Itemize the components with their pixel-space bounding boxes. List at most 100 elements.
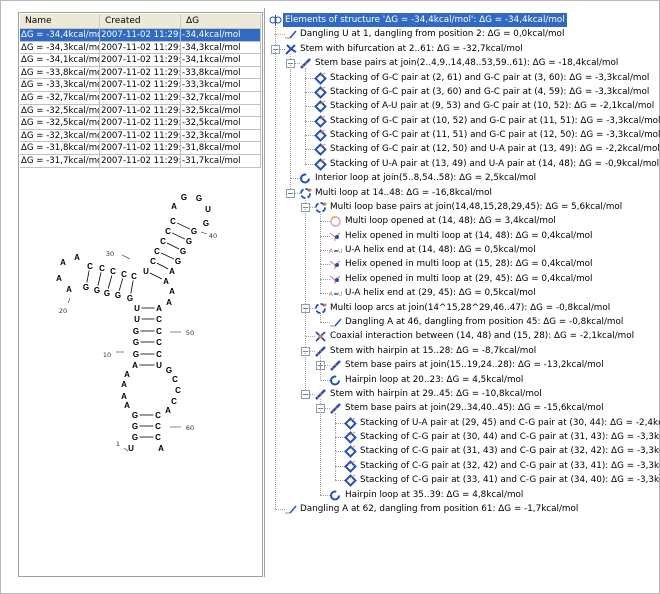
tree-item[interactable]: Stacking of C-G pair at (33, 41) and C-G… <box>265 473 660 488</box>
tree-connector <box>305 106 306 121</box>
tree-item-label: Stem with hairpin at 15..28: ΔG = -8,7kc… <box>330 345 537 356</box>
base-pair-bond <box>166 242 180 250</box>
tree-item[interactable]: − Multi loop base pairs at join(14,48,15,… <box>265 200 655 214</box>
tree-item[interactable]: Stacking of U-A pair at (29, 45) and C-G… <box>265 416 660 430</box>
nucleotide: A <box>124 401 130 410</box>
tree-item-label: Interior loop at join(5..8,54..58): ΔG =… <box>315 173 537 184</box>
cell-name: ΔG = -31,7kcal/mol <box>21 154 100 167</box>
tree-item[interactable]: Helix opened in multi loop at (14, 48): … <box>265 229 655 243</box>
tree-item[interactable]: Stacking of G-C pair at (2, 61) and G-C … <box>265 71 655 85</box>
tree-item[interactable]: Multi loop opened at (14, 48): ΔG = 3,4k… <box>265 214 655 228</box>
tree-item[interactable]: Hairpin loop at 35..39: ΔG = 4,8kcal/mol <box>265 488 655 502</box>
tree-item-label: Elements of structure 'ΔG = -34,4kcal/mo… <box>283 13 567 27</box>
stacking-icon <box>344 445 357 459</box>
tree-item[interactable]: Dangling U at 1, dangling from position … <box>265 27 655 41</box>
tree-item[interactable]: Stacking of C-G pair at (31, 43) and C-G… <box>265 444 660 459</box>
column-header-created[interactable]: Created <box>100 14 181 29</box>
tree-item[interactable]: − Multi loop arcs at join(14^15,28^29,46.… <box>265 301 655 315</box>
tree-item-label: Stem with bifurcation at 2..61: ΔG = -32… <box>300 43 523 54</box>
tree-item[interactable]: Helix opened in multi loop at (15, 28): … <box>265 257 655 271</box>
tree-item-label: U-A helix end at (14, 48): ΔG = 0,5kcal/… <box>345 245 536 256</box>
nucleotide: A <box>74 253 80 262</box>
tree-item-label: Helix opened in multi loop at (15, 28): … <box>345 259 593 270</box>
tree-item-label: Helix opened in multi loop at (29, 45): … <box>345 273 593 284</box>
nucleotide: A <box>171 202 177 211</box>
tree-item[interactable]: Hairpin loop at 20..23: ΔG = 4,5kcal/mol <box>265 373 655 387</box>
tree-item[interactable]: − Stem with bifurcation at 2..61: ΔG = -3… <box>265 42 655 56</box>
tree-connector <box>335 451 345 453</box>
tree-connector <box>305 91 315 93</box>
tree-item[interactable]: Stacking of G-C pair at (10, 52) and G-C… <box>265 114 660 128</box>
tree-item[interactable]: Interior loop at join(5..8,54..58): ΔG =… <box>265 171 655 185</box>
tree-item[interactable]: Dangling A at 46, dangling from position… <box>265 315 655 329</box>
collapse-toggle[interactable]: − <box>301 389 310 399</box>
tree-item[interactable]: Coaxial interaction between (14, 48) and… <box>265 329 655 343</box>
tree-item-label: Stacking of C-G pair at (31, 43) and C-G… <box>360 446 660 457</box>
tree-item[interactable]: Stacking of U-A pair at (13, 49) and U-A… <box>265 157 659 171</box>
tree-item[interactable]: Stacking of C-G pair at (32, 42) and C-G… <box>265 459 660 473</box>
cell-dg: -32,5kcal/mol <box>181 117 261 129</box>
base-pair-bond <box>130 280 134 294</box>
tree-connector <box>320 250 321 265</box>
stacking-icon <box>314 157 327 171</box>
tree-item[interactable]: Stacking of G-C pair at (3, 60) and G-C … <box>265 85 655 99</box>
stem-icon <box>314 345 327 357</box>
nucleotide: A <box>169 267 175 276</box>
cell-created: 2007-11-02 11:29:13 <box>101 54 181 66</box>
tree-connector <box>335 465 345 467</box>
tree-item-label: U-A helix end at (29, 45): ΔG = 0,5kcal/… <box>345 288 536 299</box>
tree-item[interactable]: Elements of structure 'ΔG = -34,4kcal/mo… <box>265 13 655 27</box>
tree-item[interactable]: Dangling A at 62, dangling from position… <box>265 502 655 516</box>
base-pair-bond <box>118 278 124 291</box>
tree-item[interactable]: − Stem with hairpin at 15..28: ΔG = -8,7k… <box>265 344 655 358</box>
column-header-dg[interactable]: ΔG <box>181 14 261 29</box>
tree-item-label: Dangling A at 46, dangling from position… <box>345 316 624 327</box>
nucleotide: A <box>132 361 138 370</box>
nucleotide: A <box>166 298 172 307</box>
tree-connector <box>320 379 330 381</box>
tree-item[interactable]: − Multi loop at 14..48: ΔG = -16,8kcal/mo… <box>265 186 655 200</box>
loop-icon <box>329 374 342 386</box>
helix-open-icon <box>329 273 342 285</box>
tree-item[interactable]: Stacking of G-C pair at (11, 51) and G-C… <box>265 128 660 142</box>
tree-item[interactable]: Stacking of C-G pair at (30, 44) and C-G… <box>265 430 660 444</box>
nucleotide: G <box>191 227 197 236</box>
tree-item[interactable]: Stacking of G-C pair at (12, 50) and U-A… <box>265 142 660 157</box>
tree-item[interactable]: − Stem base pairs at join(2..4,9..14,48..… <box>265 56 655 70</box>
tree-item[interactable]: − Stem with hairpin at 29..45: ΔG = -10,8… <box>265 387 655 401</box>
column-header-name[interactable]: Name <box>20 14 100 29</box>
position-label: 10 <box>103 351 111 359</box>
tree-connector <box>320 398 321 409</box>
tree-item[interactable]: − Stem base pairs at join(29..34,40..45):… <box>265 401 655 415</box>
tree-connector <box>335 437 336 452</box>
loop-icon <box>299 172 312 184</box>
tree-item[interactable]: A U U-A helix end at (29, 45): ΔG = 0,5kca… <box>265 286 655 300</box>
cell-name: ΔG = -33,8kcal/mol <box>21 66 100 79</box>
collapse-toggle[interactable]: − <box>286 188 295 198</box>
cell-name: ΔG = -33,3kcal/mol <box>21 79 100 91</box>
cell-name: ΔG = -32,3kcal/mol <box>21 129 100 142</box>
nucleotide: G <box>180 247 186 256</box>
tree-item[interactable]: Stacking of A-U pair at (9, 53) and G-C … <box>265 99 655 114</box>
tree-item-label: Multi loop arcs at join(14^15,28^29,46..… <box>330 302 611 313</box>
tree-item[interactable]: A U U-A helix end at (14, 48): ΔG = 0,5kca… <box>265 243 655 257</box>
tree-item-label: Multi loop at 14..48: ΔG = -16,8kcal/mol <box>315 187 492 198</box>
tree-connector <box>335 413 336 423</box>
helix-open-icon <box>329 230 342 242</box>
tree-connector <box>290 192 300 194</box>
tree-item[interactable]: Helix opened in multi loop at (29, 45): … <box>265 272 655 286</box>
tree-item[interactable]: + Stem base pairs at join(15..19,24..28):… <box>265 358 655 372</box>
nucleotide: A <box>121 380 127 389</box>
multiloop-icon <box>299 187 312 199</box>
